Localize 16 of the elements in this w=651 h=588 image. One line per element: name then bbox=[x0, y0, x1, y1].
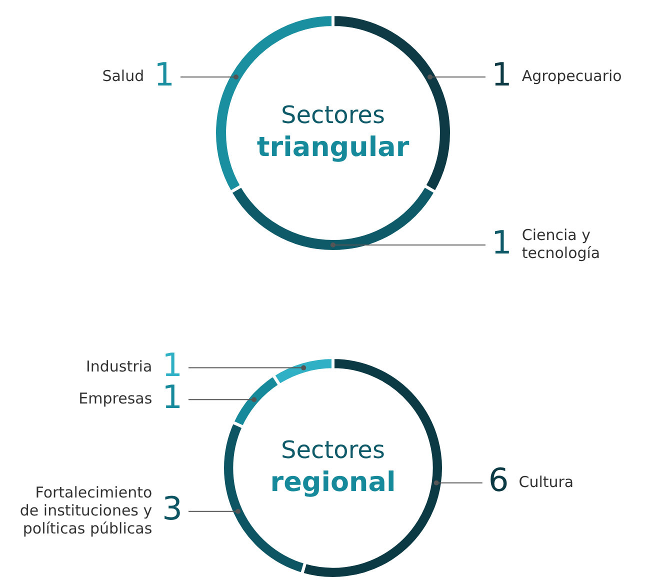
text: Sectores bbox=[281, 436, 385, 464]
slice-label: Salud bbox=[102, 66, 144, 85]
slice-label: Cultura bbox=[518, 472, 574, 491]
data-label: 1 bbox=[492, 55, 512, 94]
slice-label: Ciencia y tecnología bbox=[522, 226, 600, 262]
text: triangular bbox=[256, 132, 410, 164]
text: Sectores bbox=[281, 101, 385, 130]
data-label: 3 bbox=[162, 490, 182, 528]
slice-label: Agropecuario bbox=[522, 66, 622, 85]
slice-label: Empresas bbox=[78, 390, 152, 408]
slice-label: Fortalecimiento de instituciones y políticas públicas bbox=[20, 483, 152, 538]
slice-label: Industria bbox=[86, 358, 152, 376]
data-label: 6 bbox=[488, 461, 509, 500]
data-label: 1 bbox=[154, 55, 174, 94]
data-label: 1 bbox=[492, 223, 512, 262]
text: regional bbox=[270, 467, 396, 498]
